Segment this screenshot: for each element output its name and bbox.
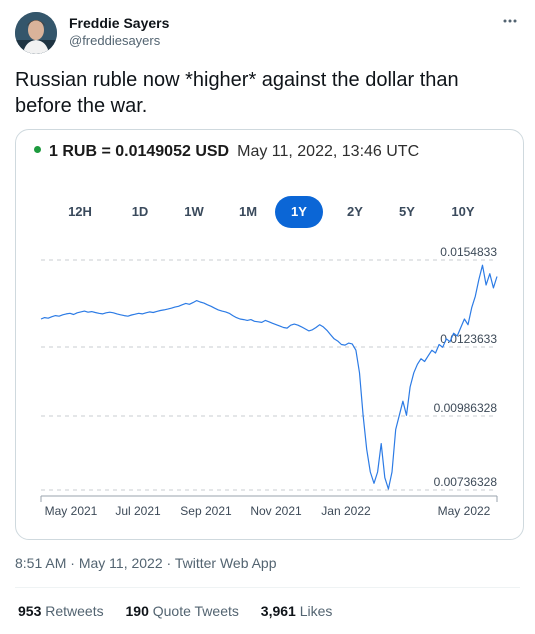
embedded-chart-card[interactable]: 1 RUB = 0.0149052 USD May 11, 2022, 13:46…: [15, 129, 524, 540]
quotes-count: 190: [125, 603, 149, 619]
range-tab-12h[interactable]: 12H: [68, 204, 92, 219]
y-reference-label: 0.0123633: [440, 332, 497, 346]
range-tab-1w[interactable]: 1W: [184, 204, 204, 219]
tweet-date[interactable]: May 11, 2022: [78, 555, 163, 571]
y-reference-label: 0.00986328: [434, 401, 498, 415]
tweet-header: Freddie Sayers @freddiesayers: [15, 12, 520, 56]
x-tick-label: May 2022: [438, 504, 491, 518]
tweet-text: Russian ruble now *higher* against the d…: [15, 69, 459, 117]
x-tick-label: Sep 2021: [180, 504, 232, 518]
more-button[interactable]: [500, 12, 520, 32]
x-tick-label: Nov 2021: [250, 504, 302, 518]
likes-stat[interactable]: 3,961 Likes: [261, 603, 333, 619]
rate-timestamp: May 11, 2022, 13:46 UTC: [237, 143, 420, 160]
y-reference-label: 0.00736328: [434, 475, 498, 489]
x-tick-label: Jan 2022: [321, 504, 371, 518]
author-name[interactable]: Freddie Sayers: [69, 15, 170, 31]
rate-line: 1 RUB = 0.0149052 USD May 11, 2022, 13:46…: [34, 143, 419, 161]
exchange-rate: 1 RUB = 0.0149052 USD: [49, 143, 230, 160]
avatar-portrait-icon: [15, 12, 57, 54]
x-tick-label: Jul 2021: [115, 504, 161, 518]
series-line: [40, 264, 498, 490]
range-tab-1d[interactable]: 1D: [131, 204, 149, 219]
separator-dot: ·: [166, 555, 175, 571]
retweets-label: Retweets: [45, 603, 104, 619]
retweets-count: 953: [18, 603, 42, 619]
divider: [15, 587, 520, 588]
quote-tweets-stat[interactable]: 190 Quote Tweets: [126, 603, 239, 619]
more-horizontal-icon: [503, 19, 517, 23]
avatar[interactable]: [15, 12, 57, 54]
live-indicator-dot: [34, 146, 41, 154]
range-tab-5y[interactable]: 5Y: [399, 204, 415, 219]
range-tab-2y[interactable]: 2Y: [347, 204, 363, 219]
range-tab-10y[interactable]: 10Y: [451, 204, 475, 219]
retweets-stat[interactable]: 953 Retweets: [18, 603, 104, 619]
range-tab-1y[interactable]: 1Y: [275, 196, 323, 228]
range-tab-1m[interactable]: 1M: [238, 204, 258, 219]
x-tick-label: May 2021: [45, 504, 98, 518]
tweet-time[interactable]: 8:51 AM: [15, 555, 67, 571]
author-handle[interactable]: @freddiesayers: [69, 33, 161, 48]
likes-count: 3,961: [260, 603, 296, 619]
tweet-source[interactable]: Twitter Web App: [174, 555, 277, 571]
exchange-rate-chart: 0.0154833 0.0123633 0.00986328 0.00736328 Ma…: [40, 245, 498, 518]
tweet-stats: 953 Retweets 190 Quote Tweets 3,961 Like…: [18, 603, 350, 619]
y-reference-label: 0.0154833: [440, 245, 497, 259]
likes-label: Likes: [299, 603, 333, 619]
tweet-timestamp: 8:51 AM · May 11, 2022 · Twitter Web App: [15, 555, 277, 571]
separator-dot: ·: [70, 555, 79, 571]
quotes-label: Quote Tweets: [152, 603, 239, 619]
